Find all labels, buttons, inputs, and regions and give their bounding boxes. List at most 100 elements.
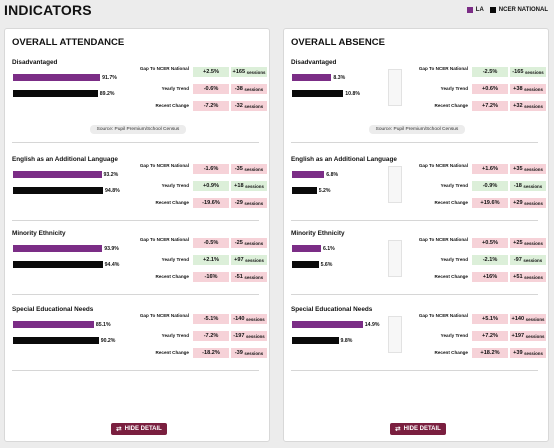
sessions-unit: sessions bbox=[244, 200, 264, 206]
panel-title: OVERALL ABSENCE bbox=[291, 37, 385, 48]
hide-detail-button[interactable]: ⇄ HIDE DETAIL bbox=[111, 423, 167, 435]
metric-percent: -7.2% bbox=[193, 101, 229, 111]
sessions-unit: sessions bbox=[524, 240, 543, 246]
metric-percent: +5.1% bbox=[472, 314, 508, 324]
metric-sessions: -32 sessions bbox=[231, 101, 267, 111]
la-bar bbox=[13, 171, 102, 178]
bar-track-nat bbox=[292, 187, 387, 194]
national-value: 5.2% bbox=[318, 187, 331, 194]
la-bar bbox=[13, 321, 94, 328]
bar-track-nat bbox=[292, 261, 387, 268]
la-bar bbox=[292, 245, 321, 252]
hide-detail-label: HIDE DETAIL bbox=[403, 426, 441, 432]
la-bar bbox=[13, 245, 103, 252]
la-bar bbox=[292, 171, 325, 178]
bar-track-nat bbox=[13, 261, 108, 268]
legend-swatch-national bbox=[489, 7, 496, 13]
metric-sessions: -51 sessions bbox=[231, 272, 267, 282]
national-bar bbox=[13, 261, 103, 268]
indicator-section: Minority Ethnicity 93.9% 94.4% Gap To NCER … bbox=[5, 230, 269, 300]
metric-percent: -18.2% bbox=[193, 348, 229, 358]
sessions-value: +18 bbox=[234, 183, 244, 189]
bar-track-la bbox=[292, 74, 387, 81]
national-bar bbox=[13, 187, 104, 194]
national-bar bbox=[292, 337, 339, 344]
row-label-recent: Recent Change bbox=[155, 200, 189, 205]
row-label-recent: Recent Change bbox=[434, 274, 468, 279]
metric-sessions: +35 sessions bbox=[510, 164, 546, 174]
section-divider bbox=[12, 142, 259, 143]
section-title: Minority Ethnicity bbox=[291, 230, 345, 237]
metric-percent: +7.2% bbox=[472, 331, 508, 341]
row-label-recent: Recent Change bbox=[155, 350, 189, 355]
sessions-unit: sessions bbox=[524, 69, 544, 75]
hide-detail-label: HIDE DETAIL bbox=[124, 426, 162, 432]
indicator-section: English as an Additional Language 93.2% 94… bbox=[5, 156, 269, 226]
metric-percent: -0.5% bbox=[193, 238, 229, 248]
metric-sessions: +25 sessions bbox=[510, 238, 546, 248]
bar-track-la bbox=[292, 245, 387, 252]
bar-track-la bbox=[13, 321, 108, 328]
row-label-gap: Gap To NCER National bbox=[418, 66, 468, 71]
sessions-unit: sessions bbox=[245, 183, 264, 189]
national-bar bbox=[13, 90, 98, 97]
metric-percent: +1.6% bbox=[472, 164, 508, 174]
sessions-value: -97 bbox=[513, 257, 522, 263]
metric-percent: -2.1% bbox=[472, 255, 508, 265]
national-bar bbox=[292, 187, 317, 194]
header: INDICATORS LA NCER NATIONAL bbox=[4, 2, 550, 20]
sessions-unit: sessions bbox=[245, 316, 265, 322]
sessions-unit: sessions bbox=[524, 86, 543, 92]
row-label-recent: Recent Change bbox=[434, 200, 468, 205]
metric-sessions: -35 sessions bbox=[231, 164, 267, 174]
sessions-value: +165 bbox=[232, 69, 246, 75]
sessions-value: -25 bbox=[234, 240, 243, 246]
metric-percent: -1.6% bbox=[193, 164, 229, 174]
legend-swatch-la bbox=[466, 7, 473, 13]
section-divider bbox=[12, 220, 259, 221]
row-label-gap: Gap To NCER National bbox=[418, 163, 468, 168]
sessions-value: -32 bbox=[234, 103, 243, 109]
source-note: Source: Pupil Premium/School Census bbox=[90, 125, 186, 134]
section-divider bbox=[291, 294, 538, 295]
la-value: 6.8% bbox=[326, 171, 339, 178]
legend-label-la: LA bbox=[475, 7, 484, 13]
metric-sessions: -140 sessions bbox=[231, 314, 267, 324]
metric-percent: +0.6% bbox=[472, 84, 508, 94]
metric-percent: -0.6% bbox=[193, 84, 229, 94]
section-divider bbox=[291, 220, 538, 221]
bar-scale-box bbox=[388, 316, 402, 353]
section-divider bbox=[291, 142, 538, 143]
national-value: 94.4% bbox=[104, 261, 120, 268]
row-label-recent: Recent Change bbox=[434, 350, 468, 355]
indicator-section: Disadvantaged 8.3% 10.8% Gap To NCER Nation… bbox=[284, 59, 548, 143]
bar-track-la bbox=[292, 321, 387, 328]
sessions-unit: sessions bbox=[244, 350, 264, 356]
bar-track-nat bbox=[13, 337, 108, 344]
legend-item-la: LA bbox=[466, 7, 484, 13]
row-label-gap: Gap To NCER National bbox=[418, 237, 468, 242]
la-value: 91.7% bbox=[102, 74, 117, 81]
sessions-unit: sessions bbox=[523, 183, 543, 189]
sessions-unit: sessions bbox=[245, 333, 265, 339]
indicator-section: Special Educational Needs 85.1% 90.2% Gap T… bbox=[5, 306, 269, 376]
sessions-unit: sessions bbox=[524, 200, 543, 206]
national-value: 89.2% bbox=[99, 90, 115, 97]
metric-percent: +18.2% bbox=[472, 348, 508, 358]
collapse-icon: ⇄ bbox=[116, 426, 122, 433]
sessions-value: +32 bbox=[513, 103, 523, 109]
section-title: Minority Ethnicity bbox=[12, 230, 66, 237]
hide-detail-button[interactable]: ⇄ HIDE DETAIL bbox=[390, 423, 446, 435]
section-title: Disadvantaged bbox=[291, 59, 337, 66]
metric-sessions: -39 sessions bbox=[231, 348, 267, 358]
section-divider bbox=[12, 294, 259, 295]
panel-title: OVERALL ATTENDANCE bbox=[12, 37, 125, 48]
legend: LA NCER NATIONAL bbox=[461, 7, 548, 13]
sessions-value: +97 bbox=[234, 257, 244, 263]
sessions-value: +25 bbox=[513, 240, 523, 246]
sessions-unit: sessions bbox=[244, 274, 264, 280]
sessions-value: +140 bbox=[511, 316, 525, 322]
section-title: English as an Additional Language bbox=[12, 156, 118, 163]
la-bar bbox=[292, 74, 332, 81]
metric-percent: +0.5% bbox=[472, 238, 508, 248]
